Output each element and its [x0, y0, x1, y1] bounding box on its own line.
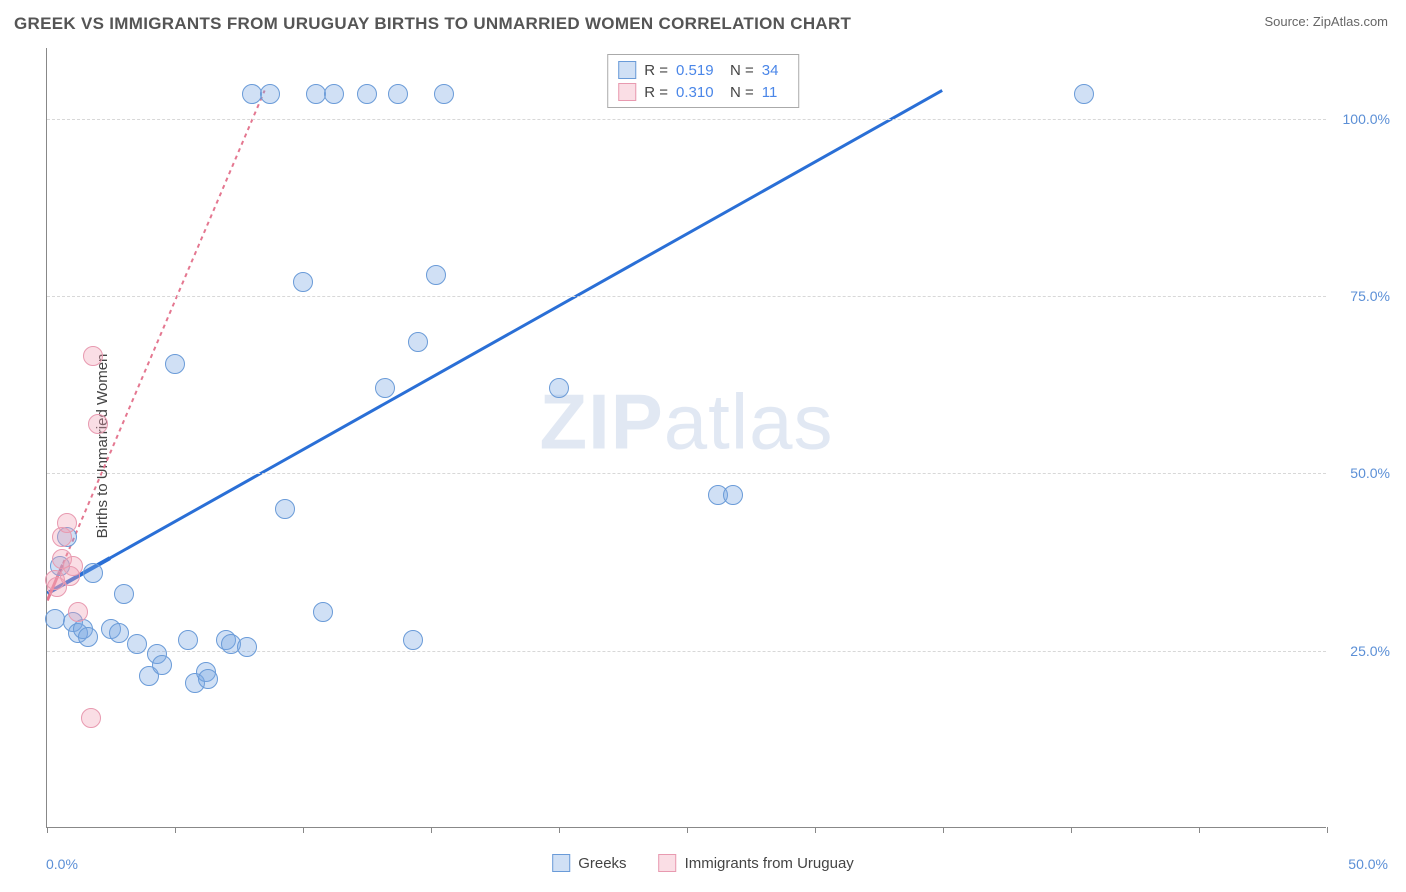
data-point [324, 84, 344, 104]
data-point [198, 669, 218, 689]
x-tick [815, 827, 816, 833]
legend-swatch [618, 61, 636, 79]
data-point [68, 602, 88, 622]
legend-swatch [552, 854, 570, 872]
data-point [45, 609, 65, 629]
correlation-legend: R = 0.519 N = 34 R = 0.310 N = 11 [607, 54, 799, 108]
y-tick-label: 25.0% [1350, 643, 1390, 659]
chart-title: GREEK VS IMMIGRANTS FROM URUGUAY BIRTHS … [14, 14, 851, 34]
data-point [83, 346, 103, 366]
x-axis-max-label: 50.0% [1348, 856, 1388, 872]
legend-item: Immigrants from Uruguay [659, 854, 854, 872]
data-point [375, 378, 395, 398]
source-attribution: Source: ZipAtlas.com [1264, 14, 1388, 29]
series-legend: Greeks Immigrants from Uruguay [552, 854, 854, 872]
data-point [109, 623, 129, 643]
data-point [114, 584, 134, 604]
legend-item: Greeks [552, 854, 626, 872]
data-point [723, 485, 743, 505]
legend-swatch [618, 83, 636, 101]
data-point [1074, 84, 1094, 104]
plot-area: ZIPatlas 25.0%50.0%75.0%100.0% [46, 48, 1326, 828]
data-point [260, 84, 280, 104]
legend-r-label: R = [644, 84, 668, 101]
data-point [293, 272, 313, 292]
data-point [408, 332, 428, 352]
y-tick-label: 100.0% [1343, 111, 1390, 127]
x-tick [943, 827, 944, 833]
legend-r-label: R = [644, 62, 668, 79]
data-point [127, 634, 147, 654]
watermark: ZIPatlas [539, 376, 833, 467]
legend-label: Greeks [578, 855, 626, 872]
x-tick [1199, 827, 1200, 833]
x-tick [687, 827, 688, 833]
data-point [83, 563, 103, 583]
data-point [152, 655, 172, 675]
legend-n-value: 34 [762, 62, 788, 79]
data-point [357, 84, 377, 104]
x-axis-min-label: 0.0% [46, 856, 78, 872]
legend-n-label: N = [730, 84, 754, 101]
data-point [88, 414, 108, 434]
y-tick-label: 50.0% [1350, 465, 1390, 481]
data-point [313, 602, 333, 622]
legend-row: R = 0.519 N = 34 [618, 59, 788, 81]
data-point [165, 354, 185, 374]
data-point [434, 84, 454, 104]
legend-label: Immigrants from Uruguay [685, 855, 854, 872]
gridline [47, 296, 1326, 297]
legend-n-value: 11 [762, 84, 788, 101]
data-point [403, 630, 423, 650]
data-point [388, 84, 408, 104]
x-tick [559, 827, 560, 833]
data-point [57, 513, 77, 533]
legend-swatch [659, 854, 677, 872]
x-tick [431, 827, 432, 833]
x-tick [1327, 827, 1328, 833]
legend-n-label: N = [730, 62, 754, 79]
data-point [81, 708, 101, 728]
data-point [60, 566, 80, 586]
x-tick [175, 827, 176, 833]
trend-lines [47, 48, 1326, 827]
x-tick [47, 827, 48, 833]
data-point [275, 499, 295, 519]
gridline [47, 473, 1326, 474]
chart-container: GREEK VS IMMIGRANTS FROM URUGUAY BIRTHS … [0, 0, 1406, 892]
data-point [78, 627, 98, 647]
y-tick-label: 75.0% [1350, 288, 1390, 304]
legend-r-value: 0.310 [676, 84, 722, 101]
legend-r-value: 0.519 [676, 62, 722, 79]
data-point [549, 378, 569, 398]
gridline [47, 119, 1326, 120]
x-tick [1071, 827, 1072, 833]
legend-row: R = 0.310 N = 11 [618, 81, 788, 103]
data-point [237, 637, 257, 657]
x-tick [303, 827, 304, 833]
data-point [178, 630, 198, 650]
data-point [426, 265, 446, 285]
